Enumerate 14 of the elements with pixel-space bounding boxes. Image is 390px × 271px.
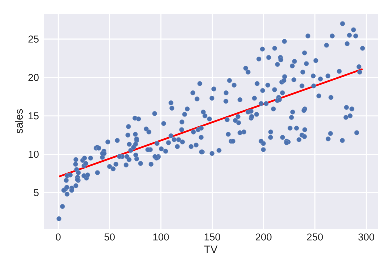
- x-tick-label: 0: [56, 234, 61, 241]
- y-tick-label: 25: [28, 36, 39, 43]
- x-tick-label: 250: [307, 234, 324, 241]
- y-tick-label: 15: [28, 112, 39, 120]
- y-axis-title: sales: [15, 109, 24, 134]
- x-tick-label: 200: [256, 234, 272, 241]
- x-axis-title: TV: [204, 246, 218, 254]
- y-tick-label: 20: [28, 74, 39, 82]
- x-tick-label: 50: [104, 234, 115, 241]
- x-tick-label: 150: [204, 234, 220, 241]
- x-tick-label: 100: [154, 234, 170, 241]
- y-tick-label: 5: [34, 189, 39, 196]
- y-tick-label: 10: [28, 150, 39, 158]
- x-tick-label: 300: [358, 234, 374, 241]
